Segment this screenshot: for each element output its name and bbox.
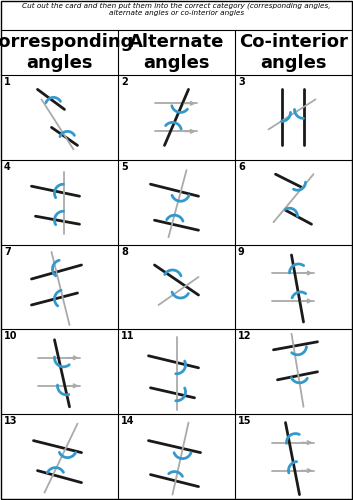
Text: Corresponding
angles: Corresponding angles xyxy=(0,33,134,72)
Text: 8: 8 xyxy=(121,246,128,256)
Text: Co-interior
angles: Co-interior angles xyxy=(239,33,348,72)
Text: 12: 12 xyxy=(238,332,251,342)
Text: alternate angles or co-interior angles: alternate angles or co-interior angles xyxy=(109,10,244,16)
Text: 2: 2 xyxy=(121,77,128,87)
Text: 6: 6 xyxy=(238,162,245,172)
Text: 10: 10 xyxy=(4,332,18,342)
Text: 1: 1 xyxy=(4,77,11,87)
Text: 11: 11 xyxy=(121,332,134,342)
Text: 15: 15 xyxy=(238,416,251,426)
Text: 13: 13 xyxy=(4,416,18,426)
Text: 3: 3 xyxy=(238,77,245,87)
Text: 7: 7 xyxy=(4,246,11,256)
Text: Alternate
angles: Alternate angles xyxy=(129,33,224,72)
Text: Cut out the card and then put them into the correct category (corresponding angl: Cut out the card and then put them into … xyxy=(22,2,331,8)
Text: 4: 4 xyxy=(4,162,11,172)
Text: 9: 9 xyxy=(238,246,245,256)
Text: 14: 14 xyxy=(121,416,134,426)
Text: 5: 5 xyxy=(121,162,128,172)
